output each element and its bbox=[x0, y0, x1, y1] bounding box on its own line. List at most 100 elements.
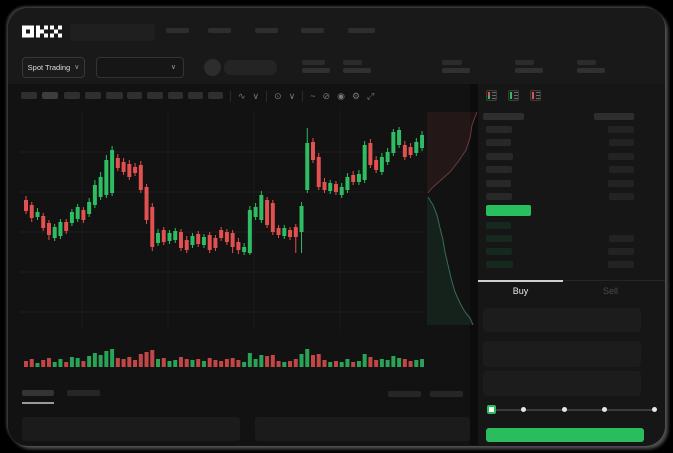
nav-item-placeholder[interactable] bbox=[348, 28, 375, 33]
chart-settings-icon[interactable]: ⚙ bbox=[351, 90, 361, 101]
bottom-action-placeholder[interactable] bbox=[430, 391, 463, 397]
slider-stop-dot[interactable] bbox=[652, 407, 657, 412]
price-chart-canvas[interactable] bbox=[20, 110, 424, 372]
nav-item-placeholder[interactable] bbox=[301, 28, 324, 33]
chart-type-chevron-icon[interactable]: ∨ bbox=[252, 90, 260, 101]
timeframe-button[interactable] bbox=[208, 92, 223, 99]
bottom-panel-placeholder bbox=[22, 417, 240, 441]
volume-group bbox=[24, 349, 424, 367]
depth-asks-area bbox=[427, 112, 477, 193]
fullscreen-icon[interactable]: ⤢ bbox=[367, 90, 375, 101]
stat-label-placeholder bbox=[577, 60, 596, 65]
slider-handle[interactable] bbox=[487, 405, 496, 414]
ask-row-price[interactable] bbox=[486, 139, 511, 147]
search-input[interactable] bbox=[70, 24, 155, 41]
stat-label-placeholder bbox=[343, 60, 362, 65]
timeframe-button[interactable] bbox=[168, 92, 183, 99]
book-bids-icon[interactable] bbox=[508, 90, 519, 101]
book-icon-color-bar bbox=[510, 92, 512, 99]
book-icon-line bbox=[514, 95, 518, 96]
slider-stop-dot[interactable] bbox=[602, 407, 607, 412]
slider-stop-dot[interactable] bbox=[562, 407, 567, 412]
bid-row-price[interactable] bbox=[486, 222, 511, 229]
timeframe-button[interactable] bbox=[64, 92, 80, 99]
timeframe-button[interactable] bbox=[127, 92, 142, 99]
stat-label-placeholder bbox=[515, 60, 534, 65]
order-form-field[interactable] bbox=[483, 308, 641, 332]
bottom-action-placeholder[interactable] bbox=[388, 391, 421, 397]
bid-row-price[interactable] bbox=[486, 248, 512, 255]
market-type-label: Spot Trading bbox=[27, 63, 71, 72]
ask-row-price[interactable] bbox=[486, 166, 512, 174]
interval-chevron-icon[interactable]: ∨ bbox=[288, 90, 296, 101]
tab-buy[interactable]: Buy bbox=[512, 286, 529, 296]
bid-row-price[interactable] bbox=[486, 235, 512, 242]
ask-row-price[interactable] bbox=[486, 179, 511, 187]
compare-icon[interactable]: ⊘ bbox=[322, 90, 331, 101]
buy-submit-button[interactable] bbox=[486, 428, 644, 442]
nav-item-placeholder[interactable] bbox=[166, 28, 189, 33]
chevron-down-icon: ∨ bbox=[74, 64, 80, 71]
nav-item-placeholder[interactable] bbox=[255, 28, 278, 33]
book-icon-line bbox=[514, 98, 518, 99]
stat-value-placeholder bbox=[343, 68, 371, 73]
ask-row-amount bbox=[609, 193, 634, 200]
snapshot-icon[interactable]: ◉ bbox=[337, 90, 345, 101]
book-icon-color-bar bbox=[532, 92, 534, 99]
bottom-tab-active-indicator bbox=[22, 402, 54, 404]
timeframe-button[interactable] bbox=[106, 92, 123, 99]
order-form-field[interactable] bbox=[483, 371, 641, 396]
nav-item-placeholder[interactable] bbox=[208, 28, 231, 33]
chart-type-icon[interactable]: ∿ bbox=[238, 90, 246, 101]
buy-tab-active-indicator bbox=[478, 280, 563, 282]
depth-bids-area bbox=[427, 197, 473, 325]
stat-label-placeholder bbox=[442, 60, 462, 65]
ask-row-amount bbox=[609, 139, 634, 147]
bottom-tab-placeholder[interactable] bbox=[67, 390, 100, 396]
amount-slider-track[interactable] bbox=[491, 409, 654, 411]
ask-row-price[interactable] bbox=[486, 152, 513, 160]
book-asks-icon[interactable] bbox=[530, 90, 541, 101]
app-window: Spot Trading ∨ ∨ ∿ ∨ ⊙ ∨ ~ ⊘ ◉ ⚙ ⤢ Buy Sell bbox=[8, 8, 665, 446]
chart-toolbar-icons: ∿ ∨ ⊙ ∨ ~ ⊘ ◉ ⚙ ⤢ bbox=[230, 89, 374, 103]
toolbar-divider bbox=[266, 90, 268, 102]
ask-row-amount bbox=[609, 166, 634, 174]
book-icon-line bbox=[514, 92, 518, 93]
book-combined-icon[interactable] bbox=[486, 90, 497, 101]
pair-selector-dropdown[interactable]: ∨ bbox=[96, 57, 184, 78]
panel-divider bbox=[470, 84, 478, 445]
stat-value-placeholder bbox=[577, 68, 605, 73]
ask-row-amount bbox=[608, 152, 634, 160]
slider-stop-dot[interactable] bbox=[521, 407, 526, 412]
interval-icon[interactable]: ⊙ bbox=[274, 90, 282, 101]
line-tool-icon[interactable]: ~ bbox=[310, 91, 316, 101]
ask-row-amount bbox=[608, 179, 634, 187]
book-header-amount-placeholder bbox=[594, 113, 634, 120]
stat-value-placeholder bbox=[442, 68, 470, 73]
chevron-down-icon: ∨ bbox=[170, 64, 176, 71]
coin-avatar[interactable] bbox=[204, 59, 221, 76]
book-icon-color-bar bbox=[488, 92, 490, 99]
timeframe-button[interactable] bbox=[85, 92, 101, 99]
bid-row-amount bbox=[608, 248, 634, 255]
book-icon-line bbox=[536, 95, 540, 96]
bid-row-amount bbox=[609, 235, 634, 242]
timeframe-button[interactable] bbox=[188, 92, 203, 99]
timeframe-button[interactable] bbox=[21, 92, 37, 99]
bottom-tab-placeholder[interactable] bbox=[22, 390, 54, 396]
toolbar-divider bbox=[230, 90, 231, 102]
book-icon-line bbox=[536, 98, 540, 99]
market-type-selector[interactable]: Spot Trading ∨ bbox=[22, 57, 85, 78]
bid-row-price[interactable] bbox=[486, 261, 513, 268]
tab-sell[interactable]: Sell bbox=[602, 286, 618, 296]
ask-row-price[interactable] bbox=[486, 193, 512, 200]
timeframe-button[interactable] bbox=[147, 92, 163, 99]
ask-row-price[interactable] bbox=[486, 126, 512, 133]
stat-value-placeholder bbox=[515, 68, 543, 73]
order-form-field[interactable] bbox=[483, 341, 641, 367]
candles-group bbox=[24, 127, 424, 255]
timeframe-button[interactable] bbox=[42, 92, 58, 99]
okx-logo bbox=[22, 25, 62, 38]
book-icon-line bbox=[492, 95, 496, 96]
